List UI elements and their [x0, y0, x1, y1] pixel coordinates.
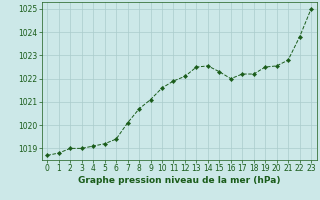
X-axis label: Graphe pression niveau de la mer (hPa): Graphe pression niveau de la mer (hPa) — [78, 176, 280, 185]
